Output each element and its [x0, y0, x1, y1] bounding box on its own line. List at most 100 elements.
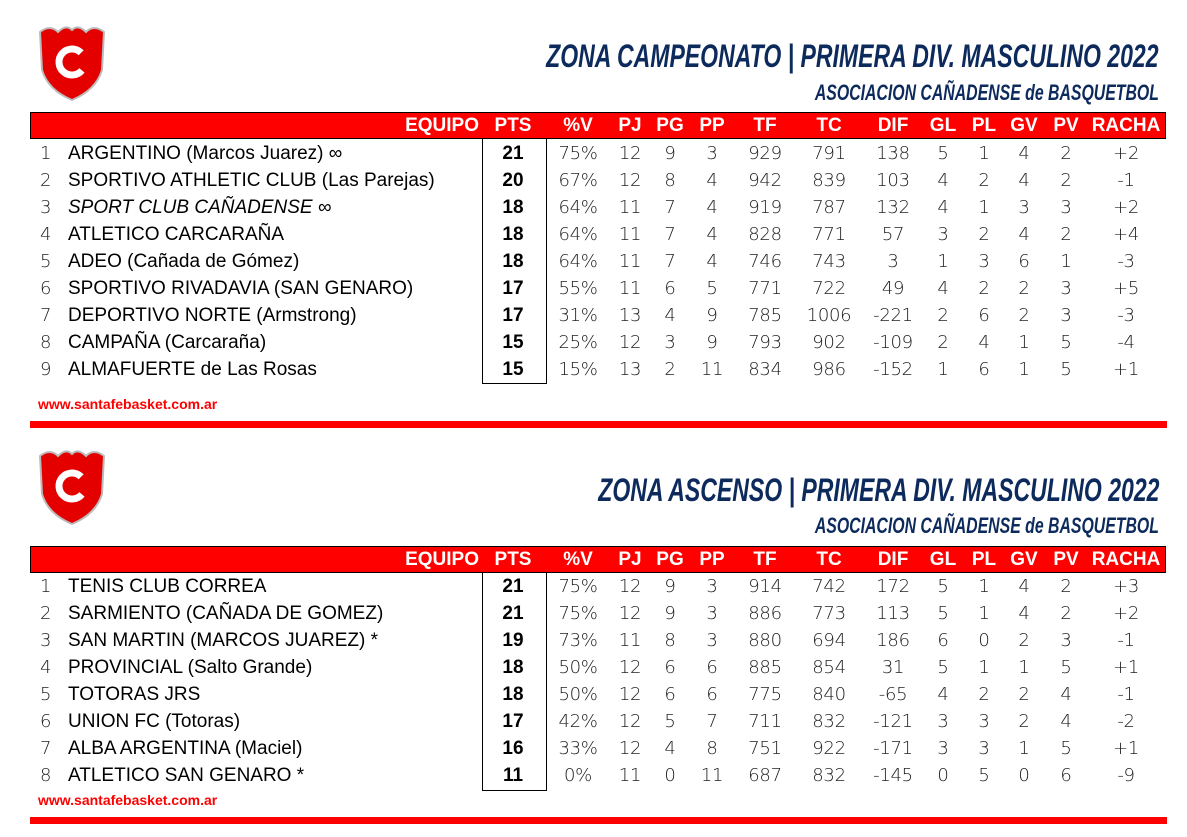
cell-gl: 3	[937, 711, 949, 732]
website-link[interactable]: www.santafebasket.com.ar	[38, 396, 218, 412]
table-row: 6 UNION FC (Totoras) 17 42% 12 5 7 711 832 -121 3 3…	[0, 708, 1187, 735]
cell-gl: 3	[937, 224, 949, 245]
cell-pct-v: 15%	[558, 359, 598, 380]
cell-dif: 132	[876, 197, 910, 218]
cell-pg: 6	[664, 278, 676, 299]
cell-gl: 2	[937, 305, 949, 326]
cell-pj: 11	[618, 765, 642, 786]
cell-racha: -3	[1117, 305, 1135, 326]
table-row: 7 ALBA ARGENTINA (Maciel) 16 33% 12 4 8 751 922 -…	[0, 735, 1187, 762]
cell-pv: 3	[1060, 305, 1072, 326]
column-header-dif: DIF	[877, 549, 909, 570]
cell-gv: 4	[1018, 170, 1030, 191]
column-header-equipo: EQUIPO	[405, 549, 479, 570]
cell-pj: 12	[618, 711, 642, 732]
cell-pj: 12	[618, 170, 642, 191]
cell-tf: 775	[748, 684, 782, 705]
section-subtitle: ASOCIACION CAÑADENSE de BASQUETBOL	[814, 513, 1159, 538]
cell-pl: 1	[978, 576, 990, 597]
cell-racha: -9	[1117, 765, 1135, 786]
cell-gv: 2	[1018, 630, 1030, 651]
cell-pg: 2	[664, 359, 676, 380]
cell-tc: 773	[812, 603, 846, 624]
cell-pct-v: 75%	[558, 143, 598, 164]
cell-pj: 11	[618, 224, 642, 245]
cell-pv: 3	[1060, 197, 1072, 218]
cell-pct-v: 33%	[558, 738, 598, 759]
table-row: 5 ADEO (Cañada de Gómez) 18 64% 11 7 4 746 743 3 1…	[0, 248, 1187, 275]
cell-tf: 746	[748, 251, 782, 272]
club-logo-shield	[36, 448, 108, 526]
rank: 1	[40, 576, 52, 597]
cell-dif: 57	[881, 224, 905, 245]
cell-tc: 839	[812, 170, 846, 191]
cell-pv: 2	[1060, 143, 1072, 164]
cell-tc: 742	[812, 576, 846, 597]
cell-pv: 5	[1060, 359, 1072, 380]
cell-tc: 1006	[806, 305, 852, 326]
cell-tf: 687	[748, 765, 782, 786]
section-title: ZONA CAMPEONATO | PRIMERA DIV. MASCULINO…	[546, 38, 1159, 74]
cell-pl: 2	[978, 170, 990, 191]
cell-pj: 13	[618, 359, 642, 380]
cell-pct-v: 50%	[558, 657, 598, 678]
team-name: SPORTIVO ATHLETIC CLUB (Las Parejas)	[68, 170, 435, 191]
cell-pp: 4	[706, 197, 718, 218]
cell-pv: 5	[1060, 738, 1072, 759]
cell-pl: 0	[978, 630, 990, 651]
column-header-gl: GL	[929, 549, 957, 570]
cell-pg: 4	[664, 305, 676, 326]
cell-pct-v: 55%	[558, 278, 598, 299]
website-link[interactable]: www.santafebasket.com.ar	[38, 792, 218, 808]
cell-pl: 3	[978, 711, 990, 732]
team-name: SAN MARTIN (MARCOS JUAREZ) *	[68, 630, 379, 651]
cell-pg: 6	[664, 684, 676, 705]
cell-pl: 1	[978, 197, 990, 218]
table-row: 8 CAMPAÑA (Carcaraña) 15 25% 12 3 9 793 902 -109 2…	[0, 329, 1187, 356]
cell-pts: 17	[502, 711, 524, 732]
cell-pp: 11	[700, 359, 724, 380]
cell-gl: 1	[937, 359, 949, 380]
cell-gl: 5	[937, 143, 949, 164]
cell-pg: 9	[664, 603, 676, 624]
cell-dif: 3	[887, 251, 899, 272]
cell-tf: 942	[748, 170, 782, 191]
cell-pts: 21	[502, 143, 524, 164]
cell-racha: +2	[1113, 197, 1139, 218]
column-header-pj: PJ	[618, 115, 642, 136]
cell-tc: 694	[812, 630, 846, 651]
table-row: 9 ALMAFUERTE de Las Rosas 15 15% 13 2 11 834 986…	[0, 356, 1187, 383]
cell-gv: 3	[1018, 197, 1030, 218]
rank: 1	[40, 143, 52, 164]
cell-pg: 8	[664, 630, 676, 651]
cell-pct-v: 25%	[558, 332, 598, 353]
cell-pv: 3	[1060, 278, 1072, 299]
cell-dif: -152	[873, 359, 913, 380]
cell-pts: 19	[502, 630, 524, 651]
table-row: 3 SPORT CLUB CAÑADENSE ∞ 18 64% 11 7 4 919 787 13…	[0, 194, 1187, 221]
cell-pj: 12	[618, 143, 642, 164]
cell-pv: 6	[1060, 765, 1072, 786]
column-header-pg: PG	[656, 549, 684, 570]
rank: 6	[40, 711, 52, 732]
cell-pct-v: 75%	[558, 603, 598, 624]
cell-racha: -1	[1117, 684, 1135, 705]
cell-gv: 2	[1018, 278, 1030, 299]
team-name: CAMPAÑA (Carcaraña)	[68, 332, 267, 353]
cell-pv: 2	[1060, 170, 1072, 191]
table-header: EQUIPO PTS %V PJ PG PP TF TC DIF GL PL GV PV RACHA	[30, 546, 1166, 573]
cell-dif: 113	[876, 603, 910, 624]
cell-dif: 186	[876, 630, 910, 651]
cell-racha: +4	[1113, 224, 1139, 245]
rank: 4	[40, 224, 52, 245]
team-name: ALMAFUERTE de Las Rosas	[68, 359, 317, 380]
cell-tf: 785	[748, 305, 782, 326]
cell-pg: 0	[664, 765, 676, 786]
cell-pl: 5	[978, 765, 990, 786]
cell-gl: 5	[937, 603, 949, 624]
cell-pl: 1	[978, 143, 990, 164]
cell-pj: 13	[618, 305, 642, 326]
cell-pp: 6	[706, 657, 718, 678]
cell-pct-v: 64%	[558, 197, 598, 218]
cell-pp: 3	[706, 603, 718, 624]
